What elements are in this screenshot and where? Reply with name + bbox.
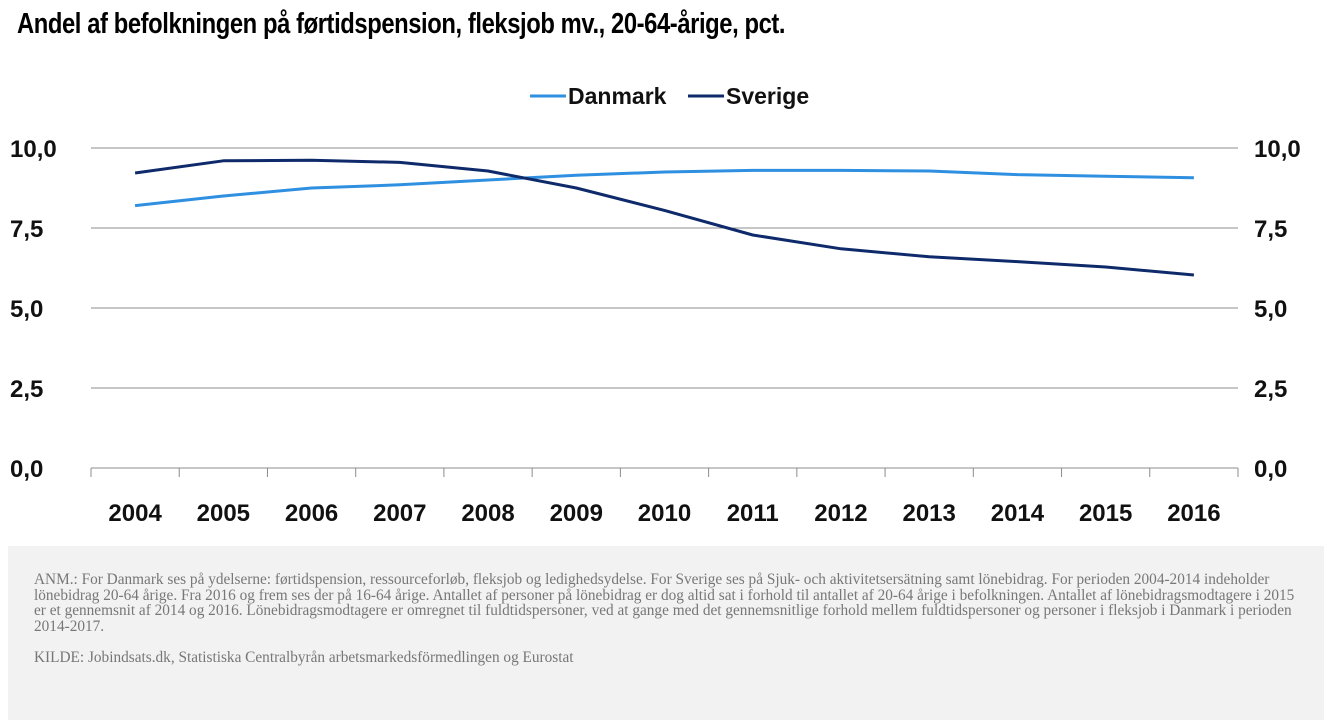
y-tick-label-right: 10,0 (1254, 136, 1301, 163)
notes-panel: ANM.: For Danmark ses på ydelserne: ført… (8, 546, 1324, 720)
y-tick-label-left: 10,0 (10, 136, 57, 163)
x-tick-label: 2011 (727, 500, 779, 527)
x-axis: 2004 2005 2006 2007 2008 2009 2010 2011 2012 2013… (90, 467, 1239, 527)
x-tick-label: 2013 (902, 500, 955, 527)
note-anm: ANM.: For Danmark ses på ydelserne: ført… (34, 571, 1295, 635)
x-tick-label: 2009 (550, 500, 603, 527)
legend: Danmark Sverige (530, 83, 809, 109)
y-tick-label-left: 7,5 (10, 216, 43, 243)
line-chart: Danmark Sverige 0,0 2,5 5,0 7,5 10,0 0,0 2,5 5,… (10, 83, 1301, 527)
y-axis-right: 0,0 2,5 5,0 7,5 10,0 (1254, 136, 1301, 483)
y-tick-label-right: 0,0 (1254, 456, 1287, 483)
x-tick-label: 2016 (1167, 500, 1220, 527)
y-tick-label-left: 2,5 (10, 376, 43, 403)
x-tick-label: 2010 (638, 500, 691, 527)
y-tick-label-left: 0,0 (10, 456, 43, 483)
x-tick-label: 2005 (197, 500, 250, 527)
chart-title: Andel af befolkningen på førtidspension,… (17, 8, 786, 40)
gridlines (91, 147, 1238, 389)
y-tick-label-right: 2,5 (1254, 376, 1287, 403)
y-axis-left: 0,0 2,5 5,0 7,5 10,0 (10, 136, 57, 483)
x-tick-label: 2015 (1079, 500, 1132, 527)
y-tick-label-left: 5,0 (10, 296, 43, 323)
series-lines (134, 158, 1195, 277)
series-line-sverige (134, 158, 1195, 277)
legend-label-danmark: Danmark (568, 83, 667, 109)
note-source: KILDE: Jobindsats.dk, Statistiska Centra… (34, 649, 574, 666)
x-tick-label: 2007 (373, 500, 426, 527)
x-tick-label: 2012 (814, 500, 867, 527)
legend-label-sverige: Sverige (726, 83, 809, 109)
y-tick-label-right: 7,5 (1254, 216, 1287, 243)
y-tick-label-right: 5,0 (1254, 296, 1287, 323)
x-tick-label: 2014 (991, 500, 1045, 527)
series-line-danmark (134, 168, 1194, 208)
x-tick-label: 2008 (461, 500, 514, 527)
x-tick-label: 2006 (285, 500, 338, 527)
x-tick-label: 2004 (108, 500, 162, 527)
